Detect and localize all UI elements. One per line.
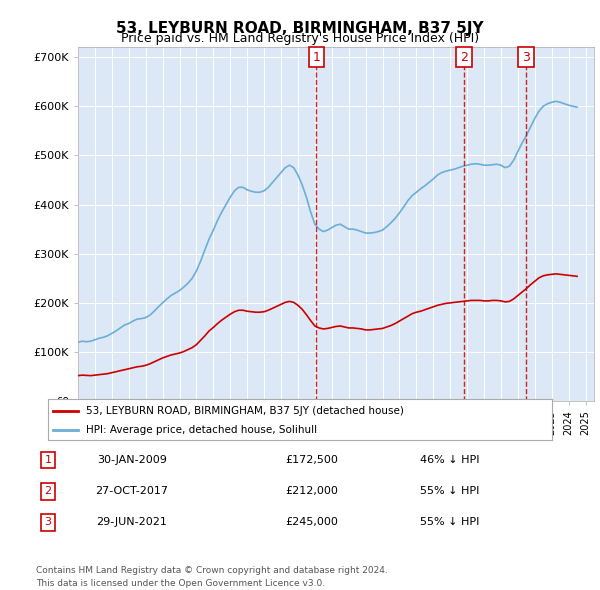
- Text: 1: 1: [44, 455, 52, 465]
- Text: Contains HM Land Registry data © Crown copyright and database right 2024.
This d: Contains HM Land Registry data © Crown c…: [36, 566, 388, 588]
- Text: £245,000: £245,000: [286, 517, 338, 527]
- Text: 55% ↓ HPI: 55% ↓ HPI: [421, 486, 479, 496]
- Text: 3: 3: [522, 51, 530, 64]
- Text: HPI: Average price, detached house, Solihull: HPI: Average price, detached house, Soli…: [86, 425, 317, 434]
- Text: 30-JAN-2009: 30-JAN-2009: [97, 455, 167, 465]
- Text: £212,000: £212,000: [286, 486, 338, 496]
- Text: 1: 1: [312, 51, 320, 64]
- Text: 2: 2: [44, 486, 52, 496]
- Text: 3: 3: [44, 517, 52, 527]
- Text: 53, LEYBURN ROAD, BIRMINGHAM, B37 5JY: 53, LEYBURN ROAD, BIRMINGHAM, B37 5JY: [116, 21, 484, 35]
- Text: 46% ↓ HPI: 46% ↓ HPI: [420, 455, 480, 465]
- Text: 55% ↓ HPI: 55% ↓ HPI: [421, 517, 479, 527]
- Text: £172,500: £172,500: [286, 455, 338, 465]
- Text: 53, LEYBURN ROAD, BIRMINGHAM, B37 5JY (detached house): 53, LEYBURN ROAD, BIRMINGHAM, B37 5JY (d…: [86, 406, 404, 416]
- Text: Price paid vs. HM Land Registry's House Price Index (HPI): Price paid vs. HM Land Registry's House …: [121, 32, 479, 45]
- Text: 27-OCT-2017: 27-OCT-2017: [95, 486, 169, 496]
- Text: 29-JUN-2021: 29-JUN-2021: [97, 517, 167, 527]
- Text: 2: 2: [460, 51, 468, 64]
